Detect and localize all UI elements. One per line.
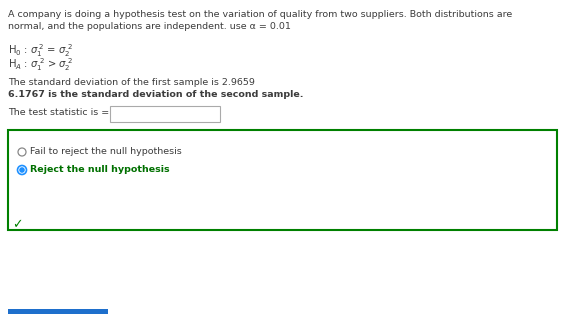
- Bar: [110, 106, 220, 122]
- Text: A company is doing a hypothesis test on the variation of quality from two suppli: A company is doing a hypothesis test on …: [8, 10, 512, 19]
- Text: 6.1767 is the standard deviation of the second sample.: 6.1767 is the standard deviation of the …: [8, 90, 303, 99]
- Text: H$_A$ : $\sigma_1^{\;2}$ > $\sigma_2^{\;2}$: H$_A$ : $\sigma_1^{\;2}$ > $\sigma_2^{\;…: [8, 56, 73, 73]
- Bar: [8, 130, 557, 230]
- Text: normal, and the populations are independent. use α = 0.01: normal, and the populations are independ…: [8, 22, 291, 31]
- Text: Fail to reject the null hypothesis: Fail to reject the null hypothesis: [30, 147, 182, 157]
- Text: Reject the null hypothesis: Reject the null hypothesis: [30, 165, 170, 174]
- Circle shape: [18, 148, 26, 156]
- Text: The test statistic is =: The test statistic is =: [8, 108, 109, 117]
- Text: H$_0$ : $\sigma_1^{\;2}$ = $\sigma_2^{\;2}$: H$_0$ : $\sigma_1^{\;2}$ = $\sigma_2^{\;…: [8, 42, 73, 59]
- Circle shape: [18, 165, 27, 174]
- Text: ✓: ✓: [12, 218, 23, 231]
- Circle shape: [19, 167, 25, 173]
- Bar: [8, 309, 108, 314]
- Text: The standard deviation of the first sample is 2.9659: The standard deviation of the first samp…: [8, 78, 255, 87]
